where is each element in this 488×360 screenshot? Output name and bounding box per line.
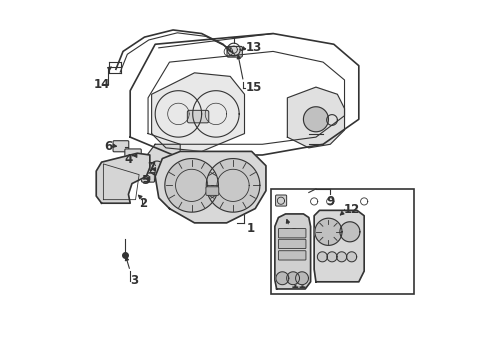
- FancyBboxPatch shape: [278, 239, 305, 249]
- Polygon shape: [326, 252, 336, 262]
- FancyBboxPatch shape: [271, 189, 413, 294]
- FancyBboxPatch shape: [275, 195, 286, 206]
- Text: 10: 10: [283, 227, 299, 240]
- Text: 11: 11: [290, 278, 306, 291]
- FancyBboxPatch shape: [205, 187, 218, 195]
- Text: 12: 12: [343, 203, 359, 216]
- Polygon shape: [151, 163, 162, 174]
- Polygon shape: [151, 73, 244, 152]
- FancyBboxPatch shape: [226, 46, 242, 57]
- FancyBboxPatch shape: [113, 141, 128, 152]
- Circle shape: [295, 272, 308, 285]
- Polygon shape: [346, 252, 356, 262]
- Polygon shape: [206, 158, 259, 212]
- Text: 2: 2: [139, 197, 147, 210]
- Polygon shape: [274, 214, 310, 289]
- Text: 1: 1: [246, 222, 254, 235]
- Text: 3: 3: [130, 274, 138, 287]
- Text: 14: 14: [94, 78, 110, 91]
- Text: 4: 4: [124, 153, 133, 166]
- Text: 6: 6: [104, 140, 113, 153]
- Polygon shape: [96, 153, 149, 203]
- Polygon shape: [144, 144, 180, 173]
- Polygon shape: [164, 181, 178, 195]
- FancyBboxPatch shape: [278, 251, 305, 260]
- Ellipse shape: [303, 107, 328, 132]
- Polygon shape: [164, 158, 218, 212]
- Circle shape: [286, 272, 299, 285]
- Polygon shape: [336, 252, 346, 262]
- Polygon shape: [314, 218, 341, 246]
- Circle shape: [275, 272, 288, 285]
- Polygon shape: [287, 87, 344, 148]
- Polygon shape: [313, 210, 364, 282]
- Text: 5: 5: [141, 174, 149, 187]
- Text: 15: 15: [244, 81, 261, 94]
- FancyBboxPatch shape: [124, 149, 141, 162]
- Text: 7: 7: [147, 161, 155, 174]
- Text: 8: 8: [181, 183, 189, 196]
- Text: 9: 9: [325, 195, 333, 208]
- Polygon shape: [155, 152, 265, 223]
- Polygon shape: [339, 222, 359, 242]
- FancyBboxPatch shape: [278, 229, 305, 238]
- Polygon shape: [317, 252, 326, 262]
- FancyBboxPatch shape: [142, 173, 154, 182]
- FancyBboxPatch shape: [187, 111, 208, 123]
- Text: 13: 13: [244, 41, 261, 54]
